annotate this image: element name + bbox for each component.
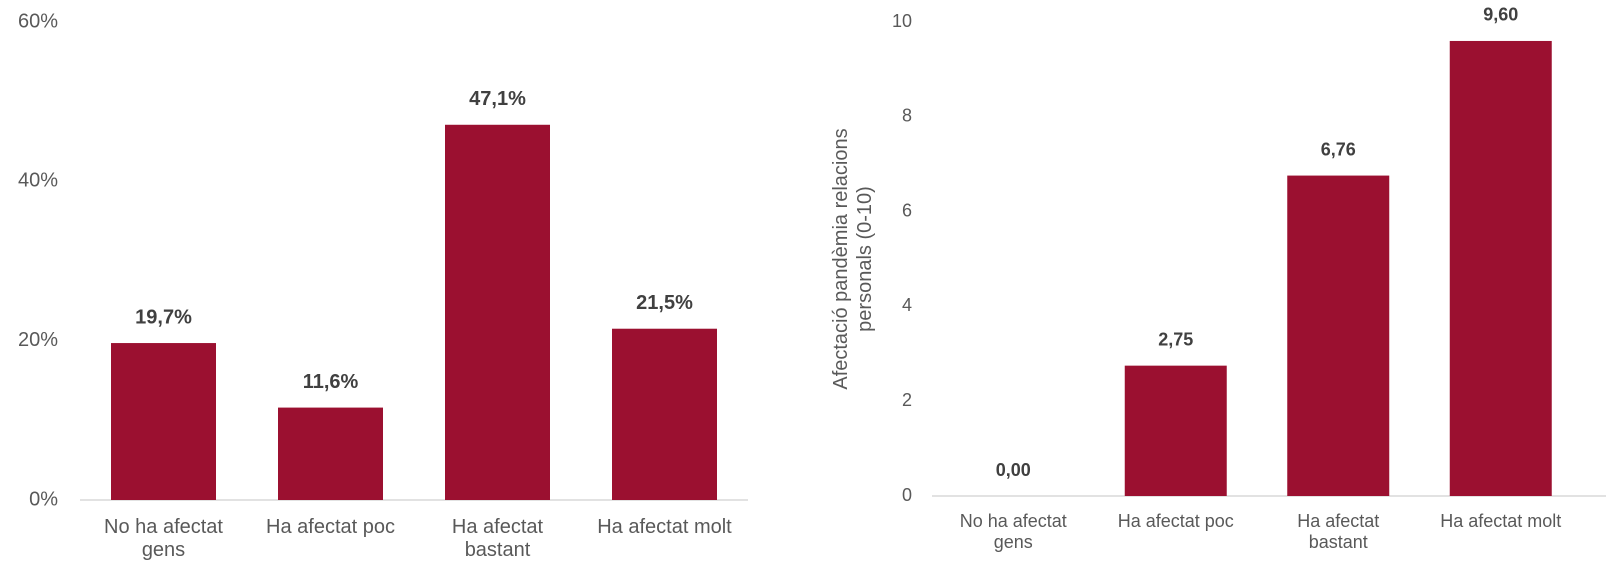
y-tick-label: 60%	[18, 10, 58, 32]
y-tick-label: 0	[902, 485, 912, 505]
y-tick-label: 0%	[29, 488, 58, 510]
y-tick-label: 20%	[18, 329, 58, 351]
bar	[1449, 40, 1552, 497]
y-tick-label: 8	[902, 106, 912, 126]
value-label: 21,5%	[636, 292, 693, 314]
x-tick-label: Ha afectat bastant	[1297, 511, 1379, 552]
x-tick-label: Ha afectat bastant	[452, 516, 544, 561]
y-tick-label: 6	[902, 200, 912, 220]
x-tick-label: Ha afectat molt	[1440, 511, 1561, 531]
y-axis-label: Afectació pandèmia relacions personals (0…	[830, 128, 876, 389]
x-tick-label: Ha afectat molt	[597, 516, 732, 538]
value-label: 47,1%	[469, 88, 526, 110]
x-tick-label: No ha afectat gens	[960, 511, 1067, 552]
x-tick-label: Ha afectat poc	[266, 516, 395, 538]
value-label: 9,60	[1483, 5, 1518, 25]
bar	[445, 124, 550, 501]
x-tick-label: No ha afectat gens	[104, 516, 223, 561]
bar	[612, 328, 717, 500]
y-tick-label: 2	[902, 390, 912, 410]
x-tick-label: Ha afectat poc	[1118, 511, 1234, 531]
bar	[1124, 365, 1227, 496]
value-label: 0,00	[996, 460, 1031, 480]
y-tick-label: 4	[902, 295, 912, 315]
value-label: 19,7%	[135, 306, 192, 328]
y-tick-label: 40%	[18, 170, 58, 192]
bar	[111, 343, 216, 500]
value-label: 2,75	[1158, 329, 1193, 349]
y-tick-label: 10	[892, 11, 912, 31]
value-label: 11,6%	[303, 371, 359, 393]
value-label: 6,76	[1321, 139, 1356, 159]
bar	[1287, 175, 1390, 497]
bar	[278, 407, 383, 500]
